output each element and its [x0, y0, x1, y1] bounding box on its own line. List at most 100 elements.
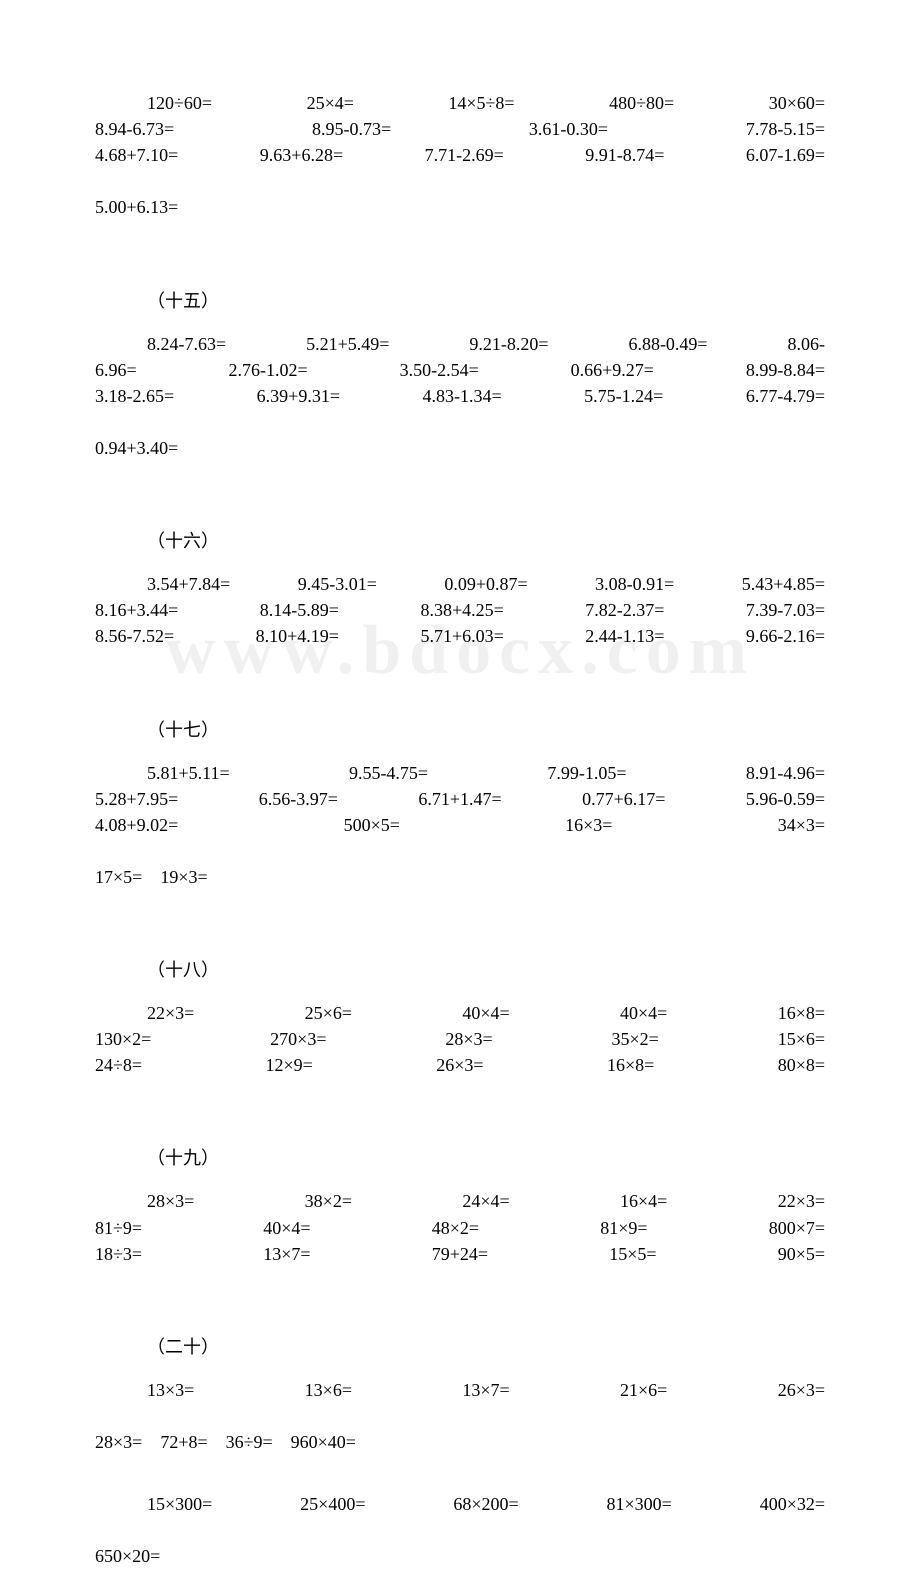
math-problem: 79+24=	[432, 1241, 488, 1267]
math-problem: 5.00+6.13=	[95, 194, 178, 220]
problem-section: （十七） 5.81+5.11= 9.55-4.75= 7.99-1.05= 8.9…	[95, 716, 825, 917]
math-problem: 22×3=	[147, 1000, 194, 1026]
math-problem: 8.95-0.73=	[312, 116, 391, 142]
math-problem: 72+8=	[160, 1429, 207, 1455]
math-problem: 22×3=	[778, 1188, 825, 1214]
math-problem: 13×7=	[263, 1241, 310, 1267]
math-problem: 15×5=	[609, 1241, 656, 1267]
math-problem: 6.96=	[95, 357, 137, 383]
problem-section: 120÷60= 25×4= 14×5÷8= 480÷80= 30×60= 8.9…	[95, 90, 825, 247]
section-heading: （二十）	[147, 1333, 825, 1359]
math-problem: 40×4=	[620, 1000, 667, 1026]
math-problem: 28×3=	[445, 1026, 492, 1052]
math-problem: 8.94-6.73=	[95, 116, 174, 142]
math-problem: 16×8=	[778, 1000, 825, 1026]
math-problem: 28×3=	[147, 1188, 194, 1214]
math-problem: 9.55-4.75=	[349, 760, 428, 786]
problem-section: （二十） 13×3= 13×6= 13×7= 21×6= 26×3= 28×3= …	[95, 1333, 825, 1596]
math-problem: 800×7=	[769, 1215, 825, 1241]
math-problem: 26×3=	[778, 1377, 825, 1403]
math-problem: 7.71-2.69=	[425, 142, 504, 168]
math-problem: 18÷3=	[95, 1241, 142, 1267]
math-problem: 19×3=	[160, 864, 207, 890]
math-problem: 8.10+4.19=	[256, 623, 339, 649]
math-problem: 7.99-1.05=	[547, 760, 626, 786]
math-problem: 6.39+9.31=	[257, 383, 340, 409]
math-problem: 400×32=	[760, 1491, 825, 1517]
math-problem: 81×9=	[600, 1215, 647, 1241]
math-problem: 4.08+9.02=	[95, 812, 178, 838]
math-problem: 26×3=	[436, 1052, 483, 1078]
math-problem: 14×5÷8=	[448, 90, 514, 116]
problems-block: 3.54+7.84= 9.45-3.01= 0.09+0.87= 3.08-0.…	[95, 571, 825, 675]
math-problem: 3.08-0.91=	[595, 571, 674, 597]
math-problem: 9.21-8.20=	[469, 331, 548, 357]
problems-block-final: 5.00+6.13=	[95, 194, 825, 246]
math-problem: 80×8=	[778, 1052, 825, 1078]
math-problem: 40×4=	[462, 1000, 509, 1026]
math-problem: 24×4=	[462, 1188, 509, 1214]
math-problem: 0.77+6.17=	[582, 786, 665, 812]
worksheet-content: 120÷60= 25×4= 14×5÷8= 480÷80= 30×60= 8.9…	[95, 90, 825, 1596]
math-problem: 8.99-8.84=	[746, 357, 825, 383]
math-problem: 5.71+6.03=	[420, 623, 503, 649]
math-problem: 270×3=	[270, 1026, 326, 1052]
math-problem: 5.75-1.24=	[584, 383, 663, 409]
problems-block-final: 650×20=	[95, 1543, 825, 1595]
math-problem: 8.16+3.44=	[95, 597, 178, 623]
math-problem: 6.07-1.69=	[746, 142, 825, 168]
math-problem: 34×3=	[778, 812, 825, 838]
math-problem: 8.91-4.96=	[746, 760, 825, 786]
math-problem: 2.76-1.02=	[229, 357, 308, 383]
math-problem: 36÷9=	[226, 1429, 273, 1455]
problem-section: （十五）8.24-7.63= 5.21+5.49= 9.21-8.20= 6.8…	[95, 287, 825, 488]
math-problem: 7.82-2.37=	[585, 597, 664, 623]
math-problem: 500×5=	[344, 812, 400, 838]
section-heading: （十八）	[147, 956, 825, 982]
section-heading: （十五）	[147, 287, 825, 313]
math-problem: 7.39-7.03=	[746, 597, 825, 623]
math-problem: 5.43+4.85=	[742, 571, 825, 597]
math-problem: 6.88-0.49=	[628, 331, 707, 357]
math-problem: 9.91-8.74=	[585, 142, 664, 168]
math-problem: 0.09+0.87=	[444, 571, 527, 597]
math-problem: 21×6=	[620, 1377, 667, 1403]
problems-block: 15×300= 25×400= 68×200= 81×300= 400×32=	[95, 1491, 825, 1543]
math-problem: 480÷80=	[609, 90, 674, 116]
math-problem: 5.81+5.11=	[147, 760, 230, 786]
math-problem: 8.06-	[788, 331, 826, 357]
math-problem: 4.83-1.34=	[423, 383, 502, 409]
math-problem: 25×400=	[300, 1491, 365, 1517]
math-problem: 68×200=	[453, 1491, 518, 1517]
section-heading: （十六）	[147, 527, 825, 553]
math-problem: 6.56-3.97=	[259, 786, 338, 812]
math-problem: 15×300=	[147, 1491, 212, 1517]
math-problem: 2.44-1.13=	[585, 623, 664, 649]
math-problem: 48×2=	[432, 1215, 479, 1241]
math-problem: 6.71+1.47=	[418, 786, 501, 812]
math-problem: 5.96-0.59=	[746, 786, 825, 812]
problems-block-final: 28×3= 72+8= 36÷9= 960×40=	[95, 1429, 825, 1481]
math-problem: 30×60=	[769, 90, 825, 116]
problem-section: （十九）28×3= 38×2= 24×4= 16×4= 22×3= 81÷9= …	[95, 1144, 825, 1292]
math-problem: 28×3=	[95, 1429, 142, 1455]
problems-block: 120÷60= 25×4= 14×5÷8= 480÷80= 30×60= 8.9…	[95, 90, 825, 194]
math-problem: 8.38+4.25=	[420, 597, 503, 623]
math-problem: 16×3=	[565, 812, 612, 838]
math-problem: 81×300=	[607, 1491, 672, 1517]
section-heading: （十九）	[147, 1144, 825, 1170]
math-problem: 16×8=	[607, 1052, 654, 1078]
math-problem: 13×7=	[462, 1377, 509, 1403]
problems-block: 5.81+5.11= 9.55-4.75= 7.99-1.05= 8.91-4.…	[95, 760, 825, 864]
math-problem: 3.61-0.30=	[529, 116, 608, 142]
problems-block: 13×3= 13×6= 13×7= 21×6= 26×3=	[95, 1377, 825, 1429]
math-problem: 90×5=	[778, 1241, 825, 1267]
math-problem: 8.24-7.63=	[147, 331, 226, 357]
math-problem: 8.56-7.52=	[95, 623, 174, 649]
problems-block-final: 0.94+3.40=	[95, 435, 825, 487]
section-heading: （十七）	[147, 716, 825, 742]
math-problem: 120÷60=	[147, 90, 212, 116]
math-problem: 0.94+3.40=	[95, 435, 178, 461]
problems-block-final: 17×5= 19×3=	[95, 864, 825, 916]
problem-section: （十八）22×3= 25×6= 40×4= 40×4= 16×8= 130×2=…	[95, 956, 825, 1104]
